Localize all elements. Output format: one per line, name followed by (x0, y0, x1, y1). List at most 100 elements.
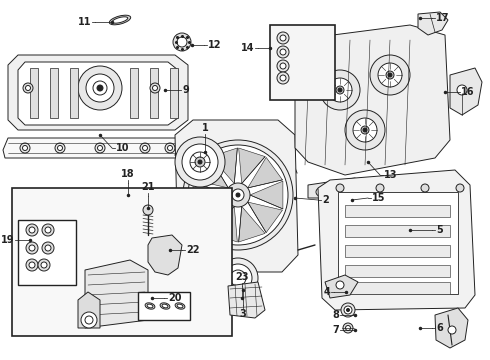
Circle shape (23, 145, 27, 150)
Circle shape (386, 71, 394, 79)
Bar (345, 265, 450, 277)
Circle shape (230, 270, 246, 286)
Circle shape (183, 140, 293, 250)
Circle shape (336, 281, 344, 289)
Circle shape (457, 85, 467, 95)
Bar (345, 245, 450, 257)
Polygon shape (250, 181, 283, 209)
Circle shape (345, 110, 385, 150)
Bar (345, 225, 450, 237)
Text: 17: 17 (436, 13, 449, 23)
Bar (30, 68, 38, 118)
Polygon shape (248, 202, 283, 233)
Text: 5: 5 (436, 225, 443, 235)
Circle shape (277, 46, 289, 58)
Circle shape (143, 145, 147, 150)
Bar (50, 68, 58, 118)
Circle shape (86, 74, 114, 102)
Circle shape (224, 264, 252, 292)
Ellipse shape (177, 304, 183, 308)
Bar (12, 188, 232, 336)
Circle shape (456, 184, 464, 192)
Circle shape (81, 312, 97, 328)
Circle shape (42, 242, 54, 254)
Circle shape (29, 227, 35, 233)
Bar (338, 192, 458, 294)
Circle shape (341, 303, 355, 317)
Circle shape (26, 259, 38, 271)
Text: 12: 12 (208, 40, 221, 50)
Bar (345, 205, 450, 217)
Ellipse shape (175, 303, 185, 309)
Circle shape (351, 181, 359, 189)
Circle shape (336, 86, 344, 94)
Circle shape (363, 128, 367, 132)
Polygon shape (228, 282, 265, 318)
Circle shape (93, 81, 107, 95)
Circle shape (190, 152, 210, 172)
Circle shape (97, 85, 103, 91)
Circle shape (38, 259, 50, 271)
Circle shape (338, 88, 342, 92)
Polygon shape (318, 170, 475, 310)
Polygon shape (295, 25, 450, 175)
Text: 16: 16 (461, 87, 474, 97)
Text: 6: 6 (436, 323, 443, 333)
Ellipse shape (160, 303, 170, 309)
Polygon shape (239, 206, 265, 242)
Circle shape (173, 33, 191, 51)
Circle shape (150, 83, 160, 93)
Circle shape (29, 262, 35, 268)
Circle shape (280, 49, 286, 55)
Circle shape (376, 184, 384, 192)
Ellipse shape (145, 303, 155, 309)
Text: 10: 10 (116, 143, 129, 153)
Polygon shape (3, 138, 188, 158)
Circle shape (182, 144, 218, 180)
Polygon shape (308, 178, 368, 198)
Ellipse shape (109, 15, 131, 25)
Circle shape (346, 309, 349, 311)
Circle shape (277, 72, 289, 84)
Text: 4: 4 (323, 287, 330, 297)
Circle shape (448, 326, 456, 334)
Circle shape (280, 35, 286, 41)
Polygon shape (239, 148, 265, 184)
Circle shape (175, 137, 225, 187)
Circle shape (41, 262, 47, 268)
Polygon shape (435, 308, 468, 348)
Circle shape (277, 60, 289, 72)
Circle shape (388, 73, 392, 77)
Polygon shape (78, 292, 100, 328)
Circle shape (343, 323, 353, 333)
Circle shape (370, 55, 410, 95)
Text: 9: 9 (182, 85, 189, 95)
Circle shape (195, 157, 205, 167)
Circle shape (78, 66, 122, 110)
Circle shape (344, 306, 352, 314)
Polygon shape (85, 260, 148, 328)
Text: 1: 1 (201, 123, 208, 133)
Circle shape (29, 245, 35, 251)
Circle shape (316, 188, 324, 196)
Polygon shape (8, 55, 188, 130)
Text: 23: 23 (235, 272, 249, 282)
Polygon shape (418, 12, 448, 35)
Bar (170, 68, 178, 118)
Circle shape (345, 325, 350, 330)
Circle shape (140, 143, 150, 153)
Bar (18, 220, 76, 285)
Bar (130, 68, 138, 118)
Text: 8: 8 (332, 310, 339, 320)
Circle shape (236, 193, 240, 197)
Circle shape (95, 143, 105, 153)
Ellipse shape (162, 304, 168, 308)
Circle shape (198, 160, 202, 164)
Circle shape (177, 37, 187, 47)
Circle shape (188, 145, 288, 245)
Circle shape (336, 184, 344, 192)
Circle shape (165, 143, 175, 153)
Bar (150, 68, 158, 118)
Circle shape (143, 205, 153, 215)
Polygon shape (194, 157, 228, 188)
